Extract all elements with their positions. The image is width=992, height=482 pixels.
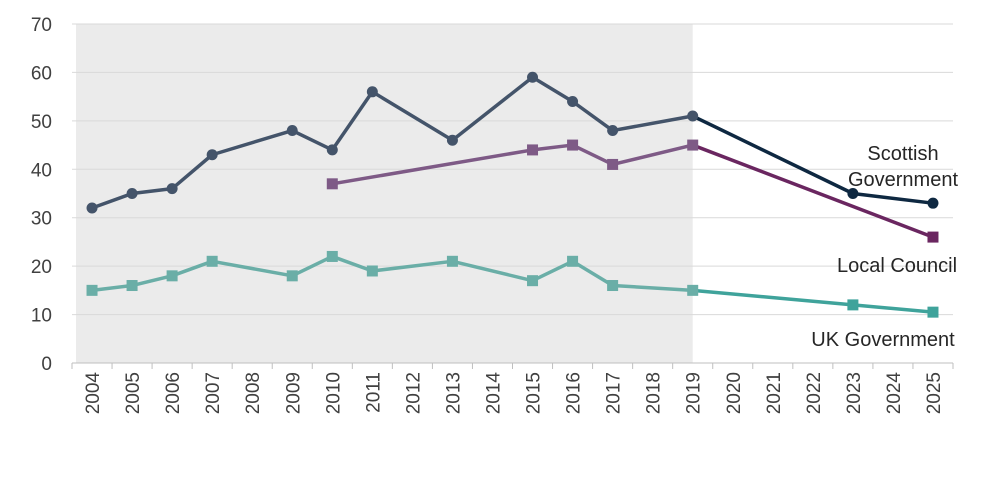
y-tick-label-70: 70	[31, 15, 52, 36]
x-tick-label-2006: 2006	[163, 372, 184, 414]
x-tick-label-2012: 2012	[403, 372, 424, 414]
x-tick-label-2023: 2023	[844, 372, 865, 414]
data-point-scottish-government	[166, 183, 178, 195]
data-point-uk-government	[927, 306, 939, 318]
x-tick-label-2015: 2015	[524, 372, 545, 414]
series-label-local-council: Local Council	[837, 255, 957, 277]
x-axis-tick-labels: 2004 2005 2006 2007 2008 2009 2010 2011 2012 2013…	[83, 372, 945, 415]
shaded-historical-region	[76, 24, 693, 363]
x-tick-label-2017: 2017	[604, 372, 625, 414]
data-point-local-council	[326, 178, 338, 190]
shaded-region-rect	[76, 24, 693, 363]
series-label-uk-government: UK Government	[811, 329, 955, 351]
data-point-scottish-government	[286, 125, 298, 137]
series-line-historical-scottish-government	[91, 75, 694, 210]
x-tick-label-2022: 2022	[804, 372, 825, 414]
x-tick-label-2009: 2009	[283, 372, 304, 414]
y-tick-label-50: 50	[31, 112, 52, 133]
x-tick-label-2016: 2016	[564, 372, 585, 414]
x-tick-label-2007: 2007	[203, 372, 224, 414]
data-point-scottish-government	[847, 188, 859, 199]
x-tick-label-2020: 2020	[724, 372, 745, 414]
x-tick-label-2025: 2025	[924, 372, 945, 414]
y-tick-label-60: 60	[31, 63, 52, 84]
data-point-local-council	[607, 158, 619, 170]
y-tick-label-0: 0	[41, 354, 52, 375]
x-tick-label-2019: 2019	[684, 372, 705, 414]
series-scottish-government	[86, 71, 939, 214]
y-tick-label-10: 10	[31, 306, 52, 327]
data-point-uk-government	[847, 299, 859, 311]
data-point-uk-government	[286, 270, 298, 282]
data-point-uk-government	[86, 284, 98, 296]
data-point-uk-government	[126, 280, 138, 292]
series-local-council	[326, 139, 939, 243]
data-point-scottish-government	[927, 197, 939, 209]
series-uk-government	[86, 250, 939, 318]
data-point-uk-government	[446, 255, 458, 267]
series-label-scottish-government: Government	[848, 169, 958, 191]
series-line-historical-uk-government	[91, 254, 693, 293]
x-tick-label-2018: 2018	[644, 372, 665, 414]
data-point-scottish-government	[607, 125, 619, 137]
data-point-uk-government	[687, 284, 699, 296]
y-tick-label-30: 30	[31, 209, 52, 230]
data-point-uk-government	[527, 275, 539, 287]
data-point-uk-government	[607, 280, 619, 292]
series-labels: Scottish Government Local Council UK Govern…	[811, 143, 958, 351]
x-tick-label-2010: 2010	[323, 372, 344, 414]
data-point-uk-government	[326, 250, 338, 262]
data-point-scottish-government	[326, 144, 338, 156]
data-point-scottish-government	[126, 188, 138, 199]
data-point-uk-government	[166, 270, 178, 282]
data-point-scottish-government	[86, 202, 98, 214]
y-tick-label-40: 40	[31, 160, 52, 181]
x-tick-label-2004: 2004	[83, 372, 104, 415]
data-point-scottish-government	[527, 71, 539, 83]
series-lines	[86, 71, 939, 318]
x-tick-label-2013: 2013	[443, 372, 464, 414]
y-tick-label-20: 20	[31, 257, 52, 278]
series-line-projected-uk-government	[692, 288, 934, 314]
data-point-scottish-government	[567, 95, 579, 107]
data-point-local-council	[567, 139, 579, 151]
data-point-uk-government	[206, 255, 218, 267]
data-point-scottish-government	[366, 86, 378, 98]
data-point-scottish-government	[687, 110, 699, 122]
y-axis-tick-labels: 0 10 20 30 40 50 60 70	[31, 15, 52, 375]
data-point-local-council	[527, 144, 539, 156]
x-tick-label-2005: 2005	[123, 372, 144, 414]
x-tick-label-2021: 2021	[764, 372, 785, 414]
data-point-scottish-government	[446, 134, 458, 146]
data-point-uk-government	[366, 265, 378, 277]
x-tick-label-2008: 2008	[243, 372, 264, 414]
data-point-local-council	[687, 139, 699, 151]
series-line-projected-local-council	[692, 143, 934, 239]
data-point-uk-government	[567, 255, 579, 267]
x-tick-label-2011: 2011	[363, 372, 384, 413]
series-label-scottish-government: Scottish	[867, 143, 938, 165]
x-tick-label-2014: 2014	[483, 372, 504, 415]
data-point-local-council	[927, 231, 939, 243]
gridlines	[71, 23, 954, 369]
x-tick-label-2024: 2024	[884, 372, 905, 415]
data-point-scottish-government	[206, 149, 218, 161]
